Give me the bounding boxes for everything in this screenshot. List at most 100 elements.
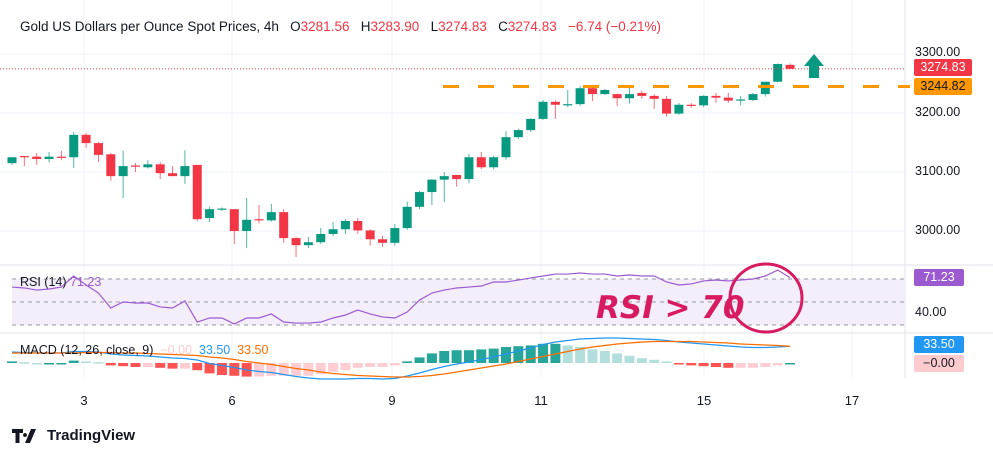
bearish-candle [254,219,264,221]
up-arrow-icon [804,54,824,78]
bearish-candle [686,104,696,106]
bullish-candle [328,229,338,234]
bearish-candle [637,92,647,96]
macd-value-tag: 33.50 [914,336,964,353]
macd-histogram-bar [365,363,376,367]
bullish-candle [674,104,684,114]
bearish-candle [192,164,202,220]
macd-histogram-bar [414,357,425,363]
macd-histogram-bar [142,363,153,367]
macd-histogram-bar [19,362,30,364]
bearish-candle [587,88,597,95]
bullish-candle [563,104,573,106]
macd-histogram-bar [785,363,796,365]
macd-histogram-bar [772,363,783,366]
macd-histogram-bar [562,345,573,363]
bullish-candle [303,242,313,246]
tradingview-logo[interactable]: TradingView [12,427,135,444]
bullish-candle [7,157,17,164]
bearish-candle [353,220,363,231]
macd-histogram-bar [81,361,92,363]
bullish-candle [526,118,536,131]
bullish-candle [118,166,128,177]
macd-histogram-bar [68,360,79,363]
time-label: 9 [388,393,396,408]
bearish-candle [550,101,560,105]
bearish-candle [291,238,301,246]
macd-histogram-bar [93,362,104,364]
macd-histogram-bar [377,363,388,367]
time-label: 6 [228,393,236,408]
macd-histogram-bar [439,351,450,363]
macd-histogram-bar [698,363,709,367]
rsi-legend-value: 71.23 [70,275,102,289]
macd-histogram-bar [513,346,524,363]
rsi-pane [11,269,905,326]
macd-histogram-bar [291,363,302,376]
bearish-candle [452,174,462,180]
bearish-candle [81,134,91,144]
price-overlays [0,54,910,89]
macd-histogram-bar [118,363,129,367]
time-label: 15 [696,393,712,408]
macd-histogram-bar [661,361,672,363]
bearish-candle [32,156,42,160]
bullish-candle [217,208,227,210]
bullish-candle [143,164,153,168]
rsi-background-band [12,279,905,325]
macd-histogram-bar [130,363,141,367]
bearish-candle [19,156,29,158]
bullish-candle [316,233,326,243]
bearish-candle [279,212,289,239]
macd-histogram-bar [735,363,746,368]
symbol-title: Gold US Dollars per Ounce Spot Prices, 4… [20,19,279,34]
bullish-candle [180,166,190,177]
macd-histogram-bar [278,363,289,376]
price-tick: 3300.00 [915,45,961,59]
rsi-legend: RSI (14) 71.23 [20,275,101,289]
time-label: 11 [534,393,548,408]
macd-histogram-bar [56,363,67,365]
price-tick: 3200.00 [915,105,961,119]
bullish-candle [340,220,350,230]
rsi-band [12,279,905,325]
macd-histogram-bar [612,353,623,363]
macd-histogram-bar [105,363,116,366]
macd-histogram-bar [476,349,487,363]
candlestick-series [7,63,795,257]
macd-legend: MACD (12, 26, close, 9) −0.00 33.50 33.5… [20,343,268,357]
bearish-candle [106,154,116,177]
bearish-candle [93,143,103,155]
macd-histogram-bar [538,343,549,363]
macd-histogram-bar [167,363,178,369]
macd-histogram-bar [402,361,413,363]
bullish-candle [625,94,634,99]
macd-histogram-bar [179,363,190,369]
tradingview-logo-icon [12,428,36,443]
macd-histogram-bar [488,348,499,363]
macd-histogram-bar [7,361,17,363]
open-label: O [290,19,301,34]
bearish-candle [649,95,659,99]
bearish-candle [229,209,239,231]
macd-histogram-bar [266,363,277,376]
macd-histogram-bar [315,363,326,375]
rsi-line [11,269,791,325]
bullish-candle [69,134,79,158]
macd-histogram-bar [155,363,166,368]
bullish-candle [44,156,54,160]
macd-histogram-bar [389,363,400,366]
low-label: L [430,19,439,34]
macd-histogram-bar [686,363,697,366]
macd-histogram-bar [649,359,660,363]
bearish-candle [155,164,165,174]
bullish-candle [390,228,400,243]
close-label: C [498,19,508,34]
macd-histogram-bar [204,363,215,374]
macd-histogram-bar [575,347,586,363]
bearish-candle [662,98,672,114]
macd-histogram-bar [229,363,240,376]
bullish-candle [415,192,425,207]
support-price-tag: 3244.82 [914,78,972,95]
